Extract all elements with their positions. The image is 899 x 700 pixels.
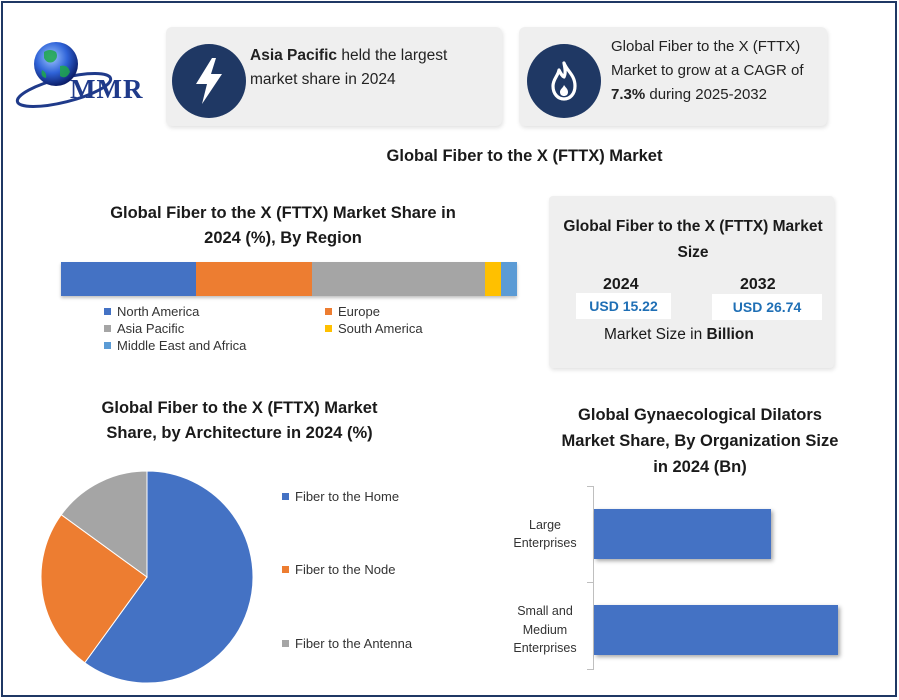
- value-2032: USD 26.74: [712, 294, 822, 320]
- year-2032-label: 2032: [740, 276, 776, 293]
- legend-label: Europe: [338, 304, 380, 319]
- market-size-footer: Market Size in Billion: [604, 326, 754, 343]
- value-2024: USD 15.22: [576, 293, 671, 319]
- legend-swatch: [325, 325, 332, 332]
- category-label-line: Enterprises: [513, 536, 577, 550]
- region-segment-1: [195, 262, 312, 296]
- category-label-line: Medium: [522, 622, 568, 637]
- lightning-icon: [172, 44, 246, 118]
- architecture-chart-title: Global Fiber to the X (FTTX) Market Shar…: [101, 399, 378, 442]
- axis-tick-bottom: [587, 669, 593, 670]
- highlight-text-cagr: Global Fiber to the X (FTTX) Market to g…: [611, 38, 804, 103]
- legend-label: Asia Pacific: [117, 321, 185, 336]
- region-legend-item: Middle East and Africa: [104, 338, 246, 353]
- category-axis: [593, 486, 594, 670]
- region-chart-title: Global Fiber to the X (FTTX) Market Shar…: [110, 204, 456, 247]
- main-title: Global Fiber to the X (FTTX) Market: [386, 147, 663, 165]
- region-segment-3: [485, 262, 501, 296]
- market-size-title: Global Fiber to the X (FTTX) Market Size: [563, 218, 823, 261]
- architecture-legend-item: Fiber to the Home: [282, 489, 399, 504]
- organization-chart-title: Global Gynaecological Dilators Market Sh…: [561, 406, 839, 476]
- organization-category-label: Large Enterprises: [500, 516, 590, 553]
- logo-text: MMR: [70, 74, 144, 104]
- pie-slice-2: [60, 470, 148, 578]
- highlight-card-region: Asia Pacific held the largest market sha…: [166, 27, 502, 126]
- mmr-logo: [15, 42, 113, 108]
- market-size-box: Global Fiber to the X (FTTX) Market Size…: [549, 196, 834, 368]
- legend-label: Fiber to the Node: [295, 562, 396, 577]
- legend-swatch: [282, 640, 289, 647]
- legend-label: Fiber to the Antenna: [295, 636, 413, 651]
- category-label-line: Large: [529, 517, 561, 532]
- region-legend-item: South America: [325, 321, 423, 336]
- region-segment-2: [311, 262, 486, 296]
- region-stacked-bar: [61, 262, 517, 296]
- region-legend-item: Asia Pacific: [104, 321, 184, 336]
- legend-swatch: [104, 342, 111, 349]
- legend-swatch: [325, 308, 332, 315]
- region-segment-0: [61, 262, 196, 296]
- region-segment-4: [501, 262, 517, 296]
- year-2024-label: 2024: [603, 276, 639, 293]
- architecture-legend-item: Fiber to the Node: [282, 562, 395, 577]
- legend-swatch: [104, 325, 111, 332]
- category-label-line: Small and: [517, 604, 573, 619]
- legend-swatch: [282, 566, 289, 573]
- legend-label: Fiber to the Home: [295, 489, 400, 504]
- pie-slice-0: [83, 470, 254, 684]
- region-legend-item: Europe: [325, 304, 380, 319]
- pie-slice-1: [40, 513, 148, 664]
- region-legend-item: North America: [104, 304, 199, 319]
- legend-swatch: [104, 308, 111, 315]
- organization-bar-0: [594, 509, 772, 559]
- flame-icon: [527, 44, 601, 118]
- organization-category-label: Small and Medium Enterprises: [500, 602, 590, 658]
- legend-swatch: [282, 493, 289, 500]
- axis-tick-top: [587, 486, 593, 487]
- legend-label: Middle East and Africa: [117, 338, 247, 353]
- axis-tick-middle: [587, 582, 593, 583]
- architecture-pie-chart: [40, 470, 254, 684]
- highlight-text-region: Asia Pacific held the largest market sha…: [250, 47, 448, 88]
- category-label-line: Enterprises: [513, 641, 577, 656]
- legend-label: South America: [338, 321, 423, 336]
- highlight-card-cagr: Global Fiber to the X (FTTX) Market to g…: [519, 27, 827, 126]
- organization-bar-1: [594, 605, 838, 655]
- legend-label: North America: [117, 304, 200, 319]
- architecture-legend-item: Fiber to the Antenna: [282, 636, 412, 651]
